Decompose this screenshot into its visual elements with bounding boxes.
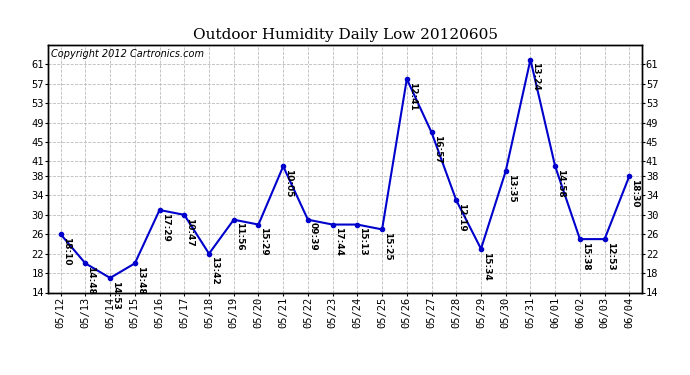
Text: 13:42: 13:42	[210, 256, 219, 285]
Text: 12:53: 12:53	[606, 242, 615, 270]
Text: 12:41: 12:41	[408, 82, 417, 111]
Text: 18:10: 18:10	[61, 237, 70, 266]
Text: 12:19: 12:19	[457, 203, 466, 232]
Text: 14:53: 14:53	[111, 281, 120, 309]
Text: 15:29: 15:29	[259, 227, 268, 256]
Text: Copyright 2012 Cartronics.com: Copyright 2012 Cartronics.com	[51, 49, 204, 59]
Text: 15:25: 15:25	[383, 232, 392, 261]
Text: 10:05: 10:05	[284, 169, 293, 198]
Text: 15:13: 15:13	[358, 227, 367, 256]
Text: 13:35: 13:35	[506, 174, 515, 202]
Text: 14:48: 14:48	[86, 266, 95, 295]
Text: 18:30: 18:30	[631, 179, 640, 207]
Text: 13:24: 13:24	[531, 62, 540, 91]
Title: Outdoor Humidity Daily Low 20120605: Outdoor Humidity Daily Low 20120605	[193, 28, 497, 42]
Text: 15:34: 15:34	[482, 252, 491, 280]
Text: 10:47: 10:47	[186, 217, 195, 246]
Text: 17:29: 17:29	[161, 213, 170, 242]
Text: 11:56: 11:56	[235, 222, 244, 251]
Text: 15:38: 15:38	[581, 242, 590, 270]
Text: 09:39: 09:39	[309, 222, 318, 251]
Text: 16:57: 16:57	[433, 135, 442, 164]
Text: 17:44: 17:44	[334, 227, 343, 256]
Text: 14:58: 14:58	[556, 169, 565, 198]
Text: 13:48: 13:48	[136, 266, 145, 295]
